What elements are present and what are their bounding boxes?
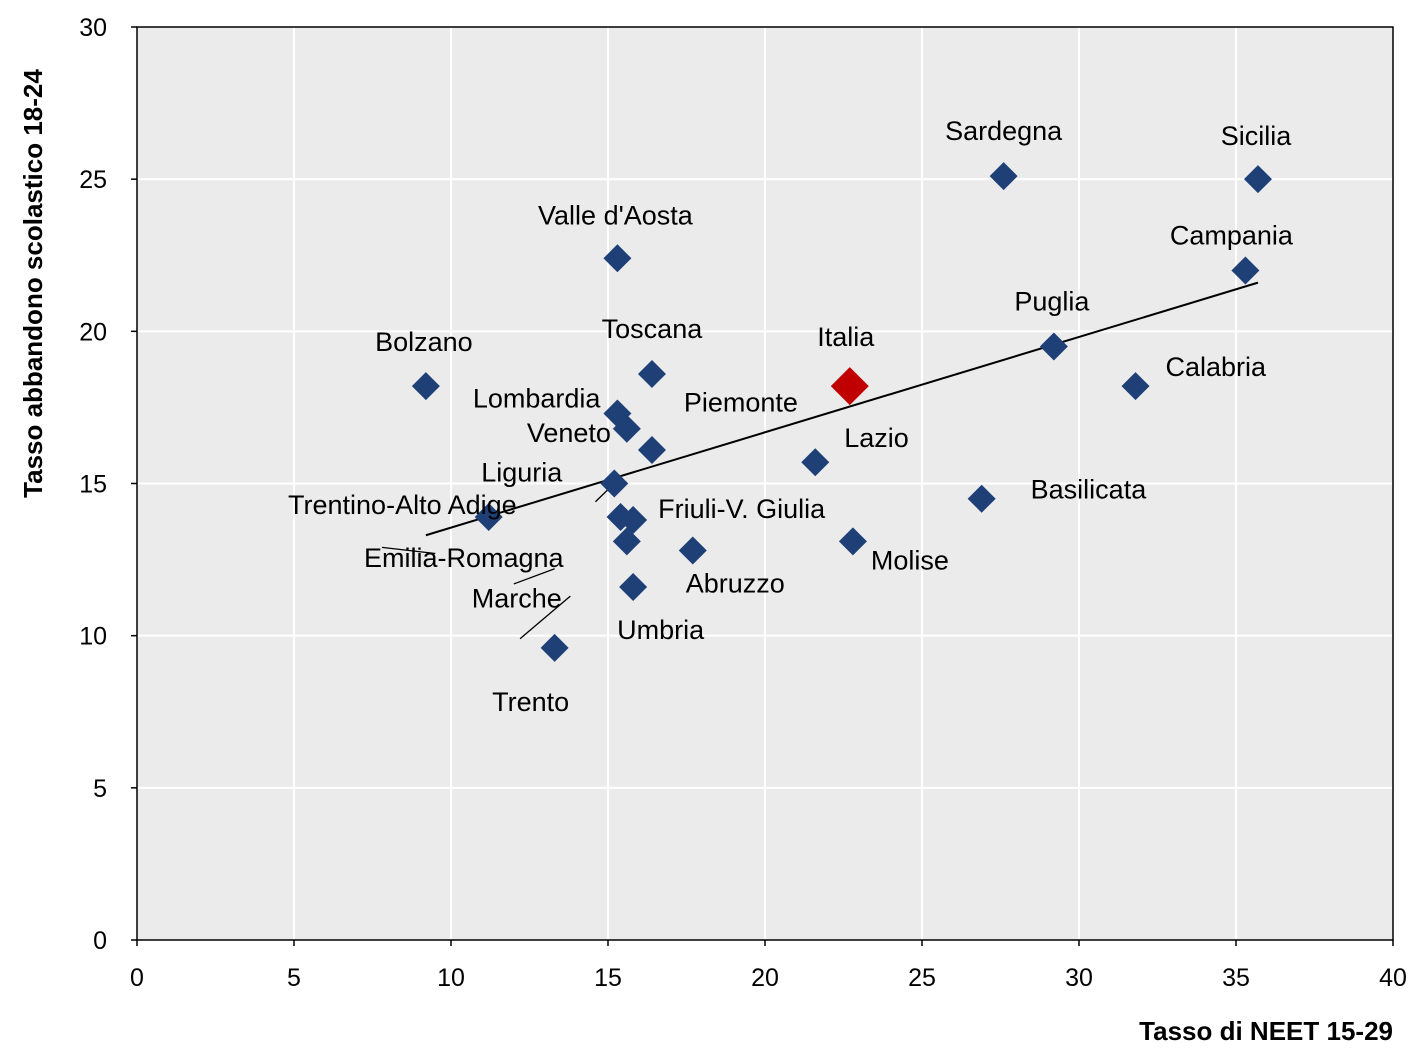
data-point — [612, 527, 641, 556]
x-tick-label: 15 — [594, 964, 622, 992]
data-point — [606, 502, 635, 531]
data-point — [637, 436, 666, 465]
data-point — [619, 572, 648, 601]
x-tick-label: 30 — [1065, 964, 1093, 992]
x-tick-label: 20 — [751, 964, 779, 992]
data-point — [603, 244, 632, 273]
y-tick-label: 30 — [79, 14, 107, 42]
data-point — [1243, 165, 1272, 194]
data-point — [474, 502, 503, 531]
data-point — [801, 448, 830, 477]
x-tick-label: 0 — [130, 964, 144, 992]
trendline-group — [425, 281, 1259, 537]
data-point — [1231, 256, 1260, 285]
point-label: Trento — [492, 687, 569, 717]
data-point — [1039, 332, 1068, 361]
point-italia-highlight — [830, 367, 869, 406]
y-tick-label: 15 — [79, 471, 107, 499]
point-label: Lombardia — [473, 384, 602, 414]
point-label: Puglia — [1014, 287, 1090, 317]
y-tick-label: 5 — [93, 775, 107, 803]
x-tick-label: 5 — [287, 964, 301, 992]
point-label: Emilia-Romagna — [364, 543, 565, 573]
data-point — [612, 414, 641, 443]
point-label: Marche — [472, 583, 562, 613]
data-point — [600, 469, 629, 498]
label-leader-line — [513, 568, 555, 585]
axes — [131, 26, 1394, 946]
y-tick-label: 10 — [79, 623, 107, 651]
data-points — [411, 162, 1272, 662]
point-label: Abruzzo — [686, 568, 785, 598]
point-labels: Sicilia Sardegna Campania Valle d'Aosta Pugl… — [288, 116, 1294, 717]
point-label: Campania — [1170, 220, 1294, 250]
y-tick-label: 0 — [93, 927, 107, 955]
y-tick-label: 25 — [79, 166, 107, 194]
data-point — [411, 372, 440, 401]
x-tick-label: 35 — [1222, 964, 1250, 992]
point-label: Valle d'Aosta — [538, 200, 694, 230]
x-tick-label: 10 — [437, 964, 465, 992]
point-label: Calabria — [1166, 352, 1268, 382]
data-point — [967, 484, 996, 513]
tick-labels: 0 5 10 15 20 25 30 35 40 0 5 10 15 20 25 30 — [79, 14, 1407, 992]
data-point — [637, 359, 666, 388]
x-tick-label: 25 — [908, 964, 936, 992]
point-label: Toscana — [602, 314, 704, 344]
data-point — [1121, 372, 1150, 401]
label-leader-line — [519, 595, 571, 640]
point-label: Liguria — [481, 458, 563, 488]
x-axis-title: Tasso di NEET 15-29 — [1139, 1016, 1393, 1046]
point-label: Umbria — [617, 615, 705, 645]
point-label: Veneto — [527, 418, 611, 448]
y-axis-title: Tasso abbandono scolastico 18-24 — [18, 69, 48, 498]
point-label: Sardegna — [945, 116, 1063, 146]
x-tick-label: 40 — [1379, 964, 1407, 992]
data-point — [989, 162, 1018, 191]
point-label: Lazio — [844, 423, 909, 453]
point-label: Basilicata — [1031, 475, 1148, 505]
data-point — [838, 527, 867, 556]
point-label: Piemonte — [684, 388, 798, 418]
data-point — [540, 633, 569, 662]
point-label: Italia — [817, 322, 875, 352]
data-point — [678, 536, 707, 565]
point-label: Friuli-V. Giulia — [658, 494, 826, 524]
label-leader-line — [381, 546, 436, 555]
y-tick-label: 20 — [79, 318, 107, 346]
point-label: Molise — [871, 545, 949, 575]
point-label: Trentino-Alto Adige — [288, 490, 517, 520]
plot-frame — [136, 26, 1394, 941]
point-label: Sicilia — [1221, 121, 1293, 151]
trendline — [425, 281, 1259, 537]
point-label: Bolzano — [375, 327, 473, 357]
